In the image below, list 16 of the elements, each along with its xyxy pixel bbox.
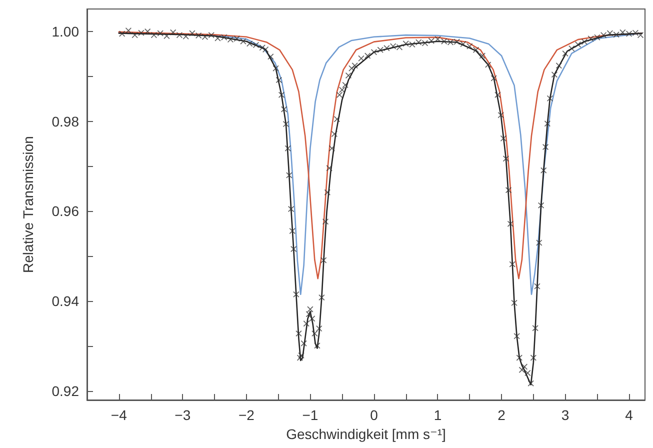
- x-tick-label: 4: [625, 407, 634, 423]
- x-tick-label: −3: [174, 407, 191, 423]
- y-tick-label: 1.00: [52, 23, 80, 40]
- x-tick-label: 1: [434, 407, 442, 423]
- x-tick-label: −1: [302, 407, 318, 423]
- x-tick-label: 2: [498, 407, 506, 423]
- y-tick-label: 0.98: [52, 113, 80, 130]
- x-tick-label: 3: [561, 407, 570, 423]
- x-tick-label: −2: [238, 407, 255, 423]
- y-tick-label: 0.92: [52, 383, 80, 400]
- y-axis-title: Relative Transmission: [20, 136, 36, 273]
- x-axis-title: Geschwindigkeit [mm s⁻¹]: [286, 426, 446, 442]
- y-tick-label: 0.94: [52, 293, 80, 310]
- x-tick-label: −4: [110, 407, 128, 423]
- y-tick-label: 0.96: [52, 203, 80, 220]
- x-tick-label: 0: [370, 407, 378, 423]
